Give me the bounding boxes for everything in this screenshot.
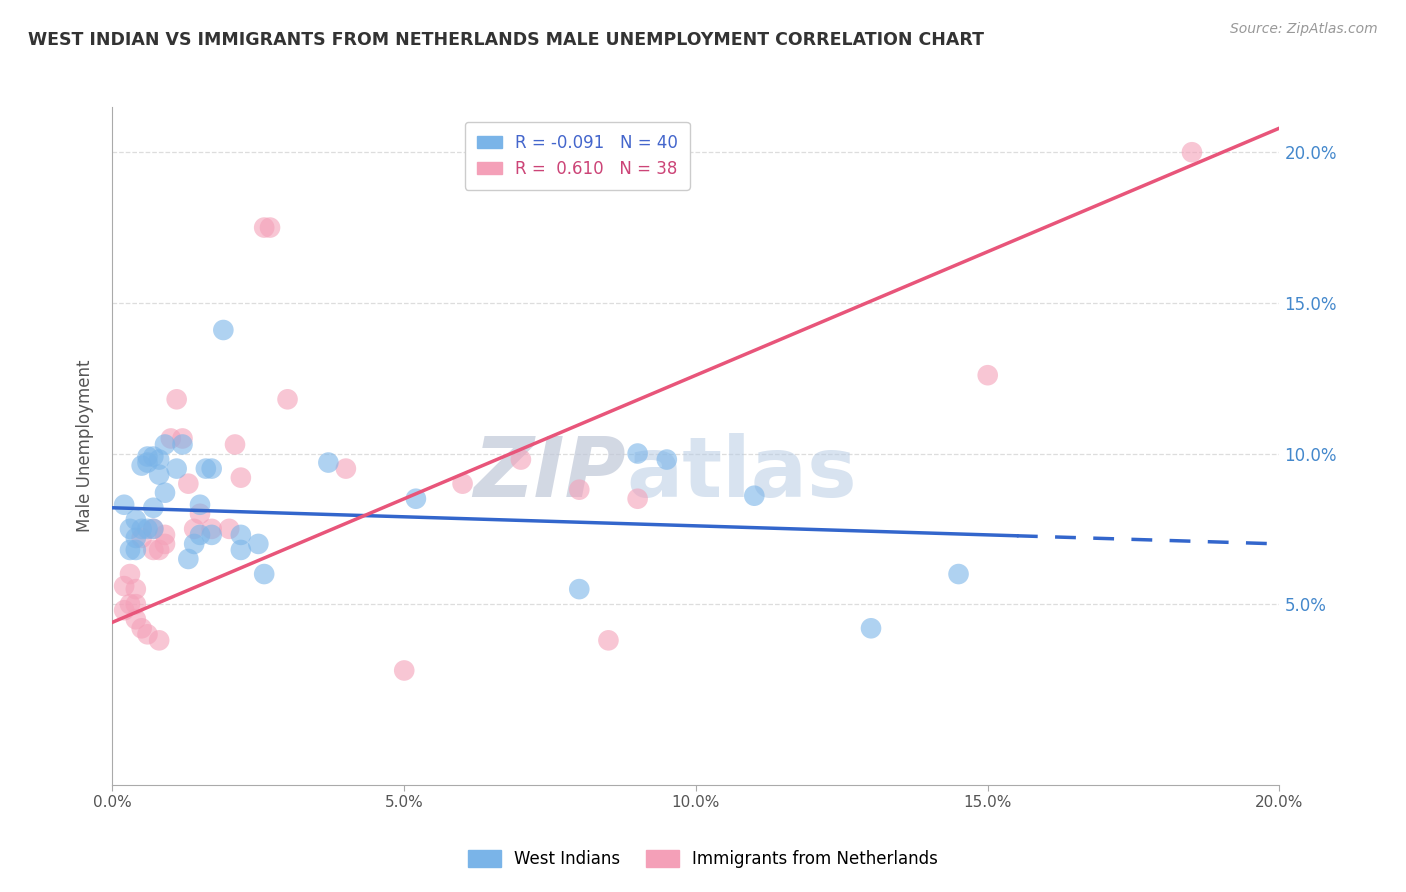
Point [136,627,159,641]
Point [118,567,141,582]
Point [655,452,678,467]
Point [142,543,165,558]
Point [229,528,252,542]
Point [125,582,148,596]
Point [201,461,224,475]
Point [201,528,224,542]
Point [148,452,170,467]
Point [136,522,159,536]
Point [172,437,194,451]
Point [131,458,153,473]
Point [218,522,240,536]
Point [177,476,200,491]
Legend: R = -0.091   N = 40, R =  0.610   N = 38: R = -0.091 N = 40, R = 0.610 N = 38 [465,122,689,190]
Point [253,220,276,235]
Point [125,513,148,527]
Legend: West Indians, Immigrants from Netherlands: West Indians, Immigrants from Netherland… [461,843,945,875]
Point [188,507,211,521]
Point [212,323,235,337]
Point [183,522,205,536]
Point [451,476,474,491]
Point [166,392,188,407]
Point [259,220,281,235]
Text: Source: ZipAtlas.com: Source: ZipAtlas.com [1230,22,1378,37]
Point [627,446,650,460]
Point [177,552,200,566]
Text: ZIP: ZIP [474,433,626,514]
Point [598,633,620,648]
Point [172,432,194,446]
Point [627,491,650,506]
Point [125,597,148,611]
Point [148,633,170,648]
Point [125,543,148,558]
Point [148,543,170,558]
Text: atlas: atlas [626,433,856,514]
Point [568,483,591,497]
Point [229,470,252,484]
Point [160,432,183,446]
Point [247,537,270,551]
Point [125,612,148,626]
Point [318,456,340,470]
Point [229,543,252,558]
Point [112,603,135,617]
Point [142,522,165,536]
Point [131,531,153,545]
Point [194,461,217,475]
Point [976,368,998,383]
Point [148,467,170,482]
Point [142,500,165,515]
Point [153,437,176,451]
Point [118,522,141,536]
Point [394,664,416,678]
Point [136,456,159,470]
Y-axis label: Male Unemployment: Male Unemployment [76,359,94,533]
Point [568,582,591,596]
Text: WEST INDIAN VS IMMIGRANTS FROM NETHERLANDS MALE UNEMPLOYMENT CORRELATION CHART: WEST INDIAN VS IMMIGRANTS FROM NETHERLAN… [28,31,984,49]
Point [136,450,159,464]
Point [112,579,135,593]
Point [860,621,883,635]
Point [153,485,176,500]
Point [1181,145,1204,160]
Point [224,437,246,451]
Point [112,498,135,512]
Point [118,543,141,558]
Point [131,621,153,635]
Point [277,392,299,407]
Point [948,567,970,582]
Point [335,461,357,475]
Point [509,452,531,467]
Point [188,498,211,512]
Point [253,567,276,582]
Point [201,522,224,536]
Point [153,537,176,551]
Point [183,537,205,551]
Point [118,597,141,611]
Point [131,522,153,536]
Point [166,461,188,475]
Point [125,531,148,545]
Point [153,528,176,542]
Point [188,528,211,542]
Point [744,489,766,503]
Point [142,450,165,464]
Point [405,491,427,506]
Point [142,522,165,536]
